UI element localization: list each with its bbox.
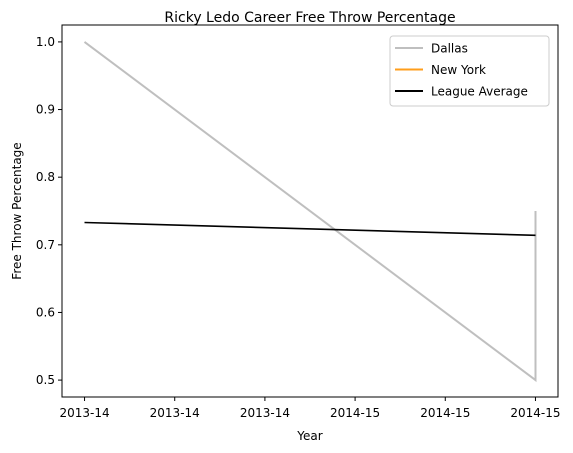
y-tick-label: 0.8 xyxy=(36,170,55,184)
series-line-dallas xyxy=(83,41,537,383)
x-tick-label: 2014-15 xyxy=(330,406,380,420)
y-tick-label: 1.0 xyxy=(36,35,55,49)
legend-label: League Average xyxy=(431,85,528,99)
plot-frame xyxy=(61,24,559,398)
x-axis-label: Year xyxy=(296,429,322,443)
x-tick-label: 2013-14 xyxy=(150,406,200,420)
y-axis-label: Free Throw Percentage xyxy=(10,142,24,279)
x-axis: 2013-14 2013-14 2013-14 2014-15 2014-15 2014-… xyxy=(59,397,561,420)
y-tick-label: 0.6 xyxy=(36,305,55,319)
legend-frame xyxy=(389,35,550,107)
series-line-league-average xyxy=(84,221,536,237)
y-tick-label: 0.5 xyxy=(36,373,55,387)
chart-title: Ricky Ledo Career Free Throw Percentage xyxy=(164,10,455,26)
legend-label: New York xyxy=(431,63,486,77)
legend-label: Dallas xyxy=(431,42,468,56)
y-tick-label: 0.9 xyxy=(36,103,55,117)
x-tick-label: 2014-15 xyxy=(510,406,560,420)
x-tick-label: 2013-14 xyxy=(59,406,109,420)
x-tick-label: 2013-14 xyxy=(240,406,290,420)
plot-lines xyxy=(83,41,537,383)
y-axis: 0.5 0.6 0.7 0.8 0.9 1.0 xyxy=(36,35,62,387)
y-tick-label: 0.7 xyxy=(36,238,55,252)
legend: Dallas New York League Average xyxy=(389,35,550,107)
x-tick-label: 2014-15 xyxy=(420,406,470,420)
